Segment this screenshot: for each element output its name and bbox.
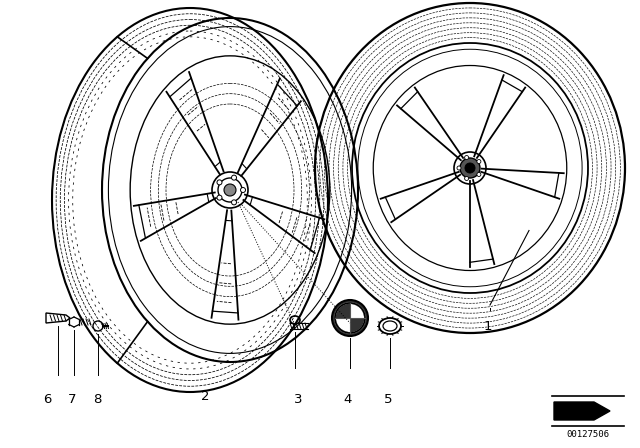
Text: 1: 1 <box>484 320 492 333</box>
Circle shape <box>232 175 237 180</box>
Circle shape <box>477 172 481 177</box>
Polygon shape <box>554 402 610 420</box>
Text: 4: 4 <box>344 393 352 406</box>
Text: 3: 3 <box>294 393 302 406</box>
Text: 6: 6 <box>43 393 51 406</box>
Circle shape <box>224 184 236 196</box>
Circle shape <box>232 200 237 205</box>
Text: 5: 5 <box>384 393 392 406</box>
Text: 7: 7 <box>68 393 76 406</box>
Circle shape <box>332 300 368 336</box>
Circle shape <box>465 177 468 181</box>
Circle shape <box>217 180 222 185</box>
Circle shape <box>217 195 222 200</box>
Circle shape <box>460 158 480 178</box>
Text: 2: 2 <box>201 390 209 403</box>
Circle shape <box>465 163 475 173</box>
Circle shape <box>465 155 468 159</box>
Text: 00127506: 00127506 <box>566 430 609 439</box>
Text: 8: 8 <box>93 393 101 406</box>
Wedge shape <box>350 304 364 318</box>
Circle shape <box>241 188 246 193</box>
Circle shape <box>477 159 481 164</box>
Circle shape <box>457 166 461 170</box>
Wedge shape <box>336 318 350 332</box>
